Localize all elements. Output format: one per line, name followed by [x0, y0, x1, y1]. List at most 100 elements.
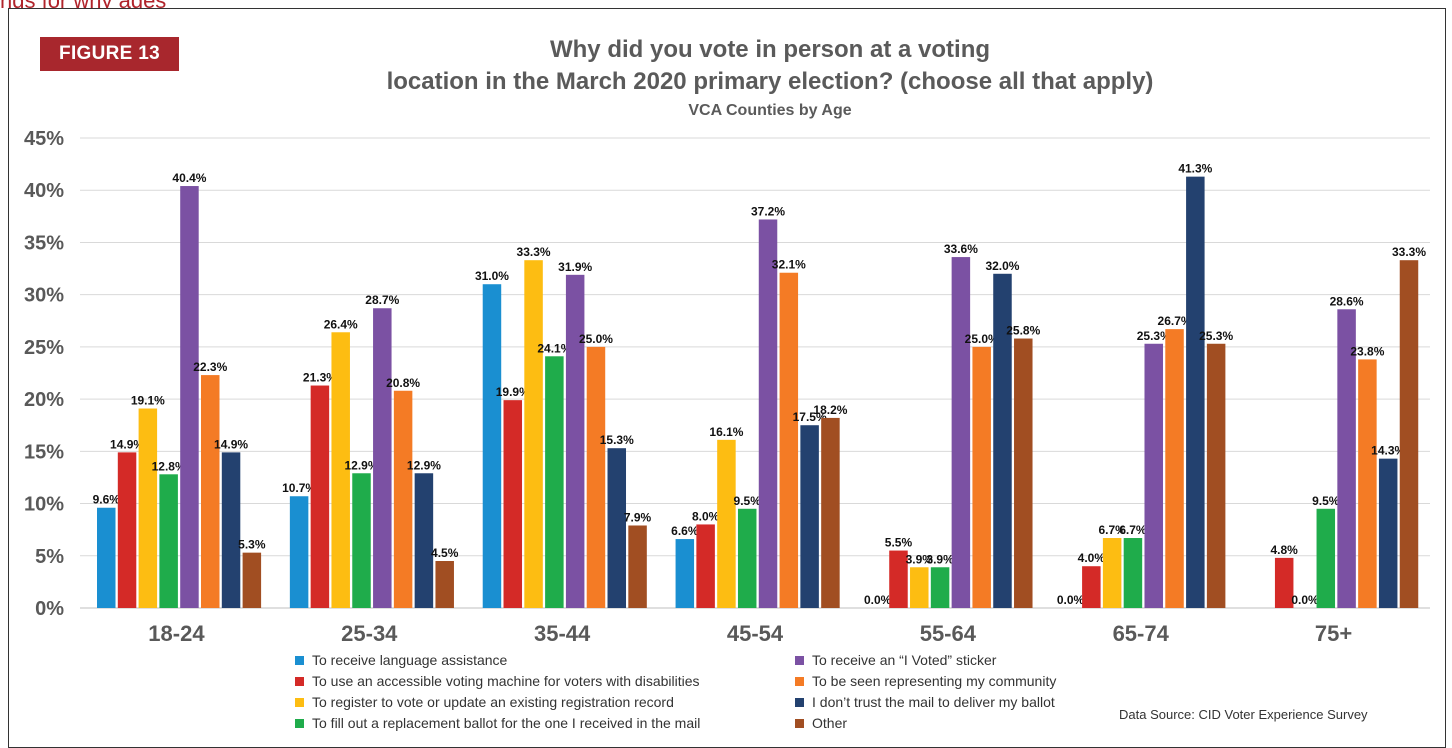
- bar: [1123, 538, 1143, 608]
- bar: [628, 525, 647, 608]
- data-label: 3.9%: [906, 552, 934, 566]
- x-category-label: 55-64: [920, 621, 977, 646]
- legend-item: To receive an “I Voted” sticker: [795, 652, 996, 668]
- legend-item: Other: [795, 715, 847, 731]
- bar: [117, 452, 137, 608]
- data-label: 33.3%: [517, 245, 551, 259]
- y-tick-label: 20%: [24, 389, 64, 411]
- data-label: 9.6%: [93, 493, 121, 507]
- y-tick-label: 45%: [24, 128, 64, 150]
- x-category-label: 18-24: [148, 621, 205, 646]
- bar: [482, 284, 502, 608]
- legend-label: To receive language assistance: [312, 652, 508, 668]
- bar: [696, 524, 715, 608]
- bar: [717, 439, 736, 608]
- legend-swatch: [795, 697, 804, 707]
- x-category-label: 65-74: [1113, 621, 1170, 646]
- data-label: 31.0%: [475, 269, 509, 283]
- data-label: 4.8%: [1271, 543, 1299, 557]
- data-label: 26.7%: [1158, 314, 1192, 328]
- data-label: 7.9%: [624, 510, 652, 524]
- data-label: 14.9%: [110, 437, 144, 451]
- bar: [1165, 329, 1184, 608]
- bar: [97, 507, 116, 608]
- bar: [1082, 566, 1101, 608]
- bar: [1102, 538, 1122, 608]
- data-label: 9.5%: [1312, 494, 1340, 508]
- bar: [951, 257, 971, 608]
- data-label: 12.9%: [407, 458, 441, 472]
- data-label: 10.7%: [282, 481, 316, 495]
- data-label: 31.9%: [558, 260, 592, 274]
- bar: [201, 375, 220, 608]
- bar: [393, 390, 413, 608]
- bar: [414, 473, 434, 608]
- data-label: 33.6%: [944, 242, 978, 256]
- legend-label: To receive an “I Voted” sticker: [812, 652, 997, 668]
- x-category-label: 75+: [1315, 621, 1352, 646]
- bar: [675, 539, 695, 608]
- data-label: 28.6%: [1330, 294, 1364, 308]
- data-label: 19.9%: [496, 385, 530, 399]
- legend-label: To use an accessible voting machine for …: [312, 673, 700, 689]
- chart-title-line1: Why did you vote in person at a voting: [549, 36, 991, 63]
- data-label: 12.8%: [152, 459, 186, 473]
- chart-title-line2: location in the March 2020 primary elect…: [386, 68, 1154, 95]
- legend-item: I don’t trust the mail to deliver my bal…: [795, 694, 1055, 710]
- legend-label: To be seen representing my community: [812, 673, 1057, 689]
- data-label: 41.3%: [1178, 162, 1212, 176]
- bar: [930, 567, 950, 608]
- legend-label: To register to vote or update an existin…: [312, 694, 674, 710]
- data-label: 22.3%: [193, 360, 227, 374]
- data-label: 8.0%: [692, 509, 720, 523]
- bar: [586, 346, 606, 608]
- data-label: 4.5%: [431, 546, 459, 560]
- data-label: 5.3%: [238, 538, 266, 552]
- data-label: 3.9%: [926, 552, 954, 566]
- data-label: 5.5%: [885, 536, 913, 550]
- bar: [972, 346, 991, 608]
- data-label: 40.4%: [172, 171, 206, 185]
- data-label: 33.3%: [1392, 245, 1426, 259]
- legend-label: To fill out a replacement ballot for the…: [312, 715, 701, 731]
- data-label: 28.7%: [365, 293, 399, 307]
- bar: [545, 356, 564, 608]
- legend-label: Other: [812, 715, 848, 731]
- y-tick-label: 35%: [24, 232, 64, 254]
- y-tick-label: 25%: [24, 337, 64, 359]
- legend-item: To receive language assistance: [295, 652, 507, 668]
- data-label: 18.2%: [813, 403, 847, 417]
- legend-swatch: [795, 655, 804, 665]
- data-label: 25.0%: [965, 332, 999, 346]
- bar: [373, 308, 392, 608]
- data-label: 32.1%: [772, 258, 806, 272]
- data-label: 25.8%: [1006, 324, 1040, 338]
- y-tick-label: 10%: [24, 494, 64, 516]
- bar: [138, 408, 158, 608]
- x-category-label: 25-34: [341, 621, 398, 646]
- y-tick-label: 5%: [35, 546, 64, 568]
- bar: [221, 452, 241, 608]
- legend-item: To be seen representing my community: [795, 673, 1056, 689]
- data-label: 0.0%: [1057, 593, 1085, 607]
- bar: [1337, 309, 1356, 608]
- bar: [1186, 176, 1205, 608]
- y-tick-label: 0%: [35, 598, 64, 620]
- data-label: 21.3%: [303, 371, 337, 385]
- data-label: 37.2%: [751, 204, 785, 218]
- data-label: 20.8%: [386, 376, 420, 390]
- bar: [993, 273, 1012, 608]
- data-label: 19.1%: [131, 394, 165, 408]
- data-label: 24.1%: [537, 341, 571, 355]
- legend-swatch: [295, 697, 304, 707]
- data-label: 25.3%: [1137, 329, 1171, 343]
- data-label: 32.0%: [985, 259, 1019, 273]
- data-label: 0.0%: [864, 593, 892, 607]
- top-cropped-text: ngs for why ages: [0, 0, 1452, 8]
- y-tick-label: 40%: [24, 180, 64, 202]
- bar: [910, 567, 929, 608]
- bar: [1358, 359, 1377, 608]
- chart-subtitle: VCA Counties by Age: [688, 102, 852, 119]
- bar: [435, 561, 454, 608]
- bar: [1274, 557, 1294, 608]
